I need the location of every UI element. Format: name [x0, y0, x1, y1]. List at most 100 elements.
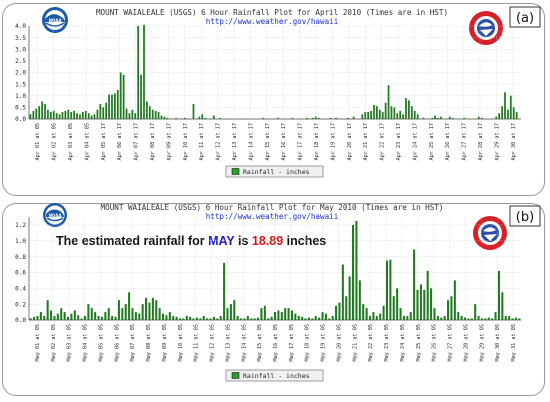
noaa-logo: NOAA	[42, 7, 68, 33]
x-tick-label: May 06 at 05	[114, 324, 120, 361]
rainfall-bar	[402, 316, 405, 320]
x-tick-label: Apr 12 at 17	[216, 123, 222, 160]
rainfall-bar	[450, 296, 453, 320]
rainfall-bar	[267, 318, 270, 320]
rainfall-bar	[379, 313, 382, 320]
rainfall-bar	[125, 108, 128, 119]
x-tick-label: Apr 15 at 17	[265, 123, 271, 160]
rainfall-bar	[290, 310, 293, 320]
rainfall-bar	[318, 317, 321, 320]
rainfall-bar	[56, 313, 59, 320]
rainfall-bar	[47, 109, 49, 119]
rainfall-bar	[451, 117, 454, 119]
rainfall-bar	[433, 308, 436, 320]
x-tick-label: May 17 at 05	[289, 324, 295, 361]
rainfall-bar	[111, 316, 114, 320]
rainfall-bar	[317, 117, 320, 119]
rainfall-bar	[410, 106, 413, 119]
rainfall-bar	[53, 316, 56, 320]
rainfall-bar	[260, 308, 263, 320]
x-tick-label: Apr 03 at 05	[68, 123, 74, 160]
rainfall-bar	[273, 312, 277, 320]
rainfall-bar	[138, 313, 141, 320]
x-tick-label: May 02 at 05	[51, 324, 57, 361]
rainfall-bar	[63, 312, 66, 320]
rainfall-bar	[32, 110, 35, 119]
rainfall-bar	[291, 117, 294, 119]
rainfall-bar	[263, 305, 266, 320]
x-tick-label: May 31 at 05	[511, 324, 517, 361]
rainfall-bar	[284, 308, 287, 320]
rainfall-bar	[509, 95, 512, 119]
x-tick-label: May 29 at 05	[479, 324, 485, 361]
rainfall-bar	[364, 112, 367, 119]
rainfall-bar	[131, 308, 134, 320]
x-tick-label: Apr 11 at 17	[199, 123, 205, 160]
rainfall-bar	[44, 103, 46, 119]
rainfall-bar	[345, 296, 348, 320]
x-tick-label: Apr 29 at 17	[494, 123, 500, 160]
rainfall-bar	[226, 308, 229, 320]
rainfall-bar	[35, 108, 38, 119]
rainfall-bar	[495, 116, 498, 119]
x-tick-label: May 13 at 05	[225, 324, 231, 361]
rainfall-bar	[81, 112, 84, 119]
rainfall-bar	[116, 89, 119, 119]
rainfall-bar	[304, 318, 307, 320]
rainfall-bar	[392, 296, 395, 320]
y-tick-label: 0.5	[15, 105, 26, 112]
rainfall-bar	[79, 114, 81, 119]
rainfall-bar	[480, 318, 483, 320]
y-tick-label: 3.0	[15, 46, 26, 53]
rainfall-bar	[361, 114, 364, 119]
rainfall-bar	[368, 316, 372, 320]
noaa-logo: NOAA	[43, 203, 67, 227]
rainfall-bar	[141, 304, 144, 320]
rainfall-bar	[367, 112, 370, 119]
rainfall-bar	[243, 318, 246, 320]
chart-title: MOUNT WAIALEALE (USGS) 6 Hour Rainfall P…	[101, 203, 444, 212]
rainfall-bar	[94, 312, 97, 320]
rainfall-bar	[236, 316, 239, 320]
rainfall-bar	[372, 312, 375, 320]
rainfall-bar	[413, 249, 416, 320]
rainfall-bar	[324, 313, 327, 320]
x-tick-label: May 21 at 05	[352, 324, 358, 361]
rainfall-bar	[192, 103, 195, 119]
x-tick-label: Apr 08 at 17	[150, 123, 156, 160]
rainfall-bar	[218, 117, 221, 119]
rainfall-bar	[307, 317, 310, 320]
rainfall-bar	[90, 115, 93, 119]
rainfall-bar	[467, 318, 470, 320]
x-tick-label: May 08 at 05	[146, 324, 152, 361]
rainfall-bar	[77, 315, 80, 320]
rainfall-bar	[67, 316, 70, 320]
rainfall-bar	[166, 117, 169, 119]
rainfall-bar	[314, 316, 317, 320]
x-tick-label: May 18 at 05	[305, 324, 311, 361]
y-tick-label: 4.0	[15, 23, 26, 30]
rainfall-bar	[122, 74, 125, 119]
rainfall-bar	[512, 107, 515, 120]
rainfall-bar	[508, 316, 511, 320]
x-tick-label: Apr 06 at 17	[117, 123, 123, 160]
x-tick-label: Apr 22 at 17	[380, 123, 386, 160]
legend: Rainfall - inches	[225, 369, 324, 382]
rainfall-bar	[277, 310, 280, 320]
rainfall-bar	[219, 316, 222, 320]
rainfall-bar	[87, 304, 90, 320]
rainfall-bar	[399, 308, 402, 320]
rainfall-bar	[477, 316, 480, 320]
rainfall-bar	[408, 100, 410, 119]
y-tick-label: 0.6	[15, 270, 26, 277]
y-tick-label: 1.5	[15, 81, 26, 88]
rainfall-bar	[447, 300, 450, 320]
rainfall-bar	[93, 114, 96, 119]
rainfall-bar	[55, 113, 58, 119]
panel-label-box: (a)	[509, 6, 541, 28]
rainfall-bar	[270, 316, 273, 320]
rainfall-bar	[192, 318, 195, 320]
x-tick-label: Apr 19 at 17	[330, 123, 336, 160]
rainfall-bar	[148, 106, 151, 119]
rainfall-bar	[352, 224, 355, 320]
